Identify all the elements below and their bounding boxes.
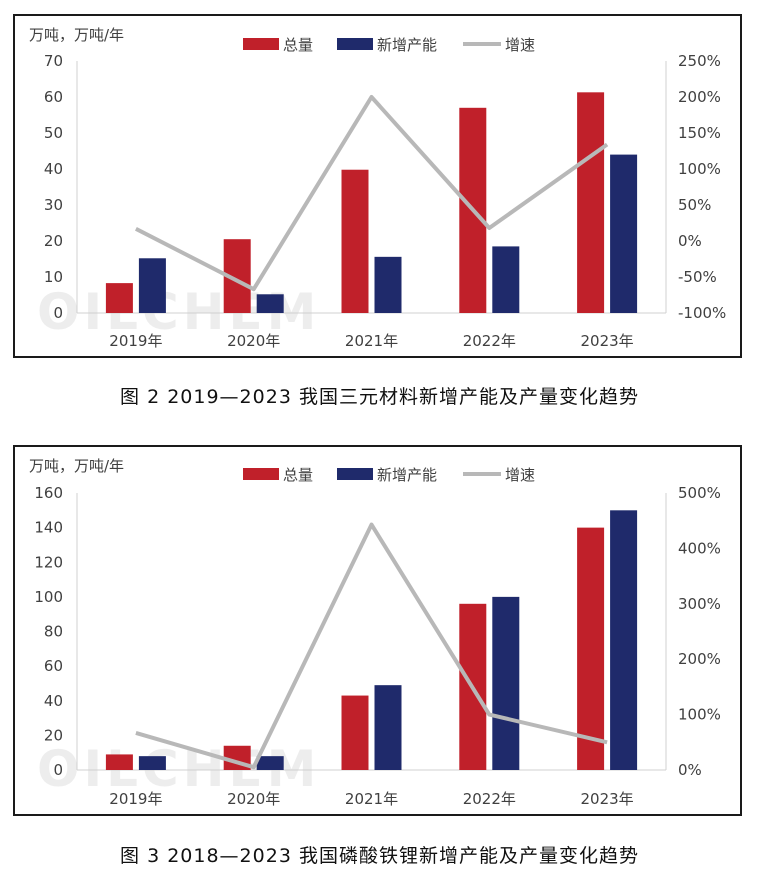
bar-new-capacity (256, 756, 284, 770)
y-left-tick-label: 30 (44, 196, 63, 214)
y-right-tick-label: 50% (678, 196, 711, 214)
growth-line (134, 95, 609, 292)
bar-total (341, 695, 369, 770)
y-left-tick-label: 0 (53, 761, 63, 779)
chart-panel-1: 万吨，万吨/年 OILCHEM 0 10 20 30 40 50 60 70 -100% -50% 0… (13, 14, 742, 358)
bar-new-capacity (492, 246, 520, 313)
legend-label: 增速 (505, 36, 535, 54)
figure-caption-2: 图 3 2018—2023 我国磷酸铁锂新增产能及产量变化趋势 (120, 845, 639, 867)
y-right-tick-label: 0% (678, 232, 702, 250)
y-left-tick-label: 40 (44, 692, 63, 710)
y-left-tick-label: 50 (44, 124, 63, 142)
y-left-tick-label: 10 (44, 268, 63, 286)
y-left-tick-label: 140 (34, 519, 63, 537)
y-right-tick-label: 150% (678, 124, 721, 142)
y-left-tick-label: 70 (44, 52, 63, 70)
x-tick-label: 2021年 (345, 790, 398, 808)
y-left-tick-label: 100 (34, 588, 63, 606)
bar-new-capacity (138, 756, 166, 770)
bar-total (105, 754, 133, 770)
x-tick-label: 2023年 (581, 332, 634, 350)
bar-new-capacity (256, 294, 284, 313)
y-left-tick-label: 120 (34, 553, 63, 571)
y-right-tick-label: -100% (678, 304, 726, 322)
y-right-tick-label: 200% (678, 650, 721, 668)
growth-line (135, 522, 608, 770)
figure-caption-1: 图 2 2019—2023 我国三元材料新增产能及产量变化趋势 (120, 386, 639, 408)
legend-label: 新增产能 (377, 36, 437, 54)
y-right-tick-label: 100% (678, 160, 721, 178)
legend-label: 增速 (505, 466, 535, 484)
bar-new-capacity (610, 154, 638, 313)
bar-new-capacity (374, 256, 402, 313)
y-axis-title: 万吨，万吨/年 (29, 26, 125, 44)
x-tick-label: 2020年 (227, 332, 280, 350)
bar-new-capacity (610, 510, 638, 770)
legend-swatch (337, 468, 373, 480)
bar-total (105, 283, 133, 313)
y-left-tick-label: 20 (44, 726, 63, 744)
y-right-tick-label: 250% (678, 52, 721, 70)
x-tick-label: 2021年 (345, 332, 398, 350)
y-left-tick-label: 0 (53, 304, 63, 322)
legend-swatch (243, 38, 279, 50)
y-right-tick-label: 0% (678, 761, 702, 779)
legend-label: 总量 (283, 466, 313, 484)
chart-2-svg: OILCHEM0204060801001201401600%100%200%30… (34, 466, 721, 808)
legend-swatch (243, 468, 279, 480)
y-right-tick-label: 100% (678, 706, 721, 724)
x-tick-label: 2023年 (581, 790, 634, 808)
bar-new-capacity (138, 258, 166, 313)
legend-label: 总量 (283, 36, 313, 54)
legend-label: 新增产能 (377, 466, 437, 484)
y-right-tick-label: 400% (678, 539, 721, 557)
bar-new-capacity (492, 596, 520, 770)
y-right-tick-label: 200% (678, 88, 721, 106)
chart-1-svg: OILCHEM010203040506070-100%-50%0%50%100%… (37, 36, 726, 350)
legend-swatch (337, 38, 373, 50)
y-axis-title: 万吨，万吨/年 (29, 457, 125, 475)
y-left-tick-label: 80 (44, 623, 63, 641)
bar-total (577, 527, 605, 770)
y-left-tick-label: 40 (44, 160, 63, 178)
x-tick-label: 2020年 (227, 790, 280, 808)
y-right-tick-label: -50% (678, 268, 717, 286)
y-left-tick-label: 60 (44, 657, 63, 675)
y-left-tick-label: 160 (34, 484, 63, 502)
x-tick-label: 2019年 (109, 332, 162, 350)
x-tick-label: 2022年 (463, 332, 516, 350)
chart-panel-2: 万吨，万吨/年 OILCHEM 0 20 40 60 80 100 120 140 160 0% 10… (13, 445, 742, 816)
x-tick-label: 2019年 (109, 790, 162, 808)
y-right-tick-label: 300% (678, 595, 721, 613)
bar-new-capacity (374, 685, 402, 770)
y-left-tick-label: 60 (44, 88, 63, 106)
x-tick-label: 2022年 (463, 790, 516, 808)
bar-total (577, 92, 605, 313)
y-left-tick-label: 20 (44, 232, 63, 250)
y-right-tick-label: 500% (678, 484, 721, 502)
bar-total (341, 169, 369, 313)
